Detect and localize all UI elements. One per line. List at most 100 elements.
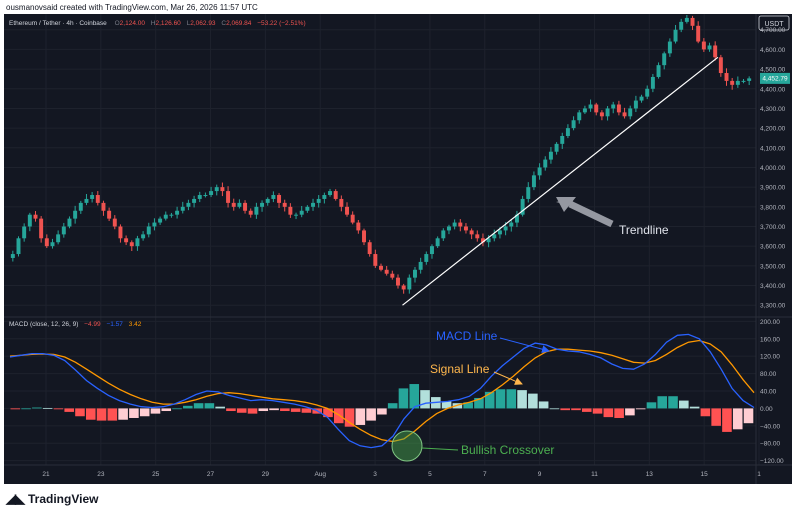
- candle-body: [112, 218, 117, 227]
- crossover-marker: [391, 430, 423, 462]
- candle-body: [254, 206, 259, 215]
- candle-body: [718, 57, 723, 74]
- candle-body: [548, 151, 553, 160]
- macd-histogram-bar: [484, 391, 495, 409]
- time-tick-label: 15: [701, 471, 709, 478]
- candle-body: [282, 202, 287, 207]
- macd-histogram-bar: [290, 408, 301, 412]
- price-tick-label: 4,500.00: [760, 67, 786, 74]
- macd-histogram-bar: [32, 407, 42, 409]
- candle-body: [237, 202, 242, 207]
- macd-histogram-bar: [344, 408, 355, 427]
- candle-body: [446, 226, 451, 231]
- time-tick-label: 13: [646, 471, 654, 478]
- candle-body: [701, 41, 706, 50]
- currency-button-box[interactable]: [758, 15, 790, 31]
- candle-body: [730, 80, 735, 85]
- macd-histogram-bar: [722, 408, 732, 432]
- macd-histogram-bar: [603, 408, 614, 418]
- candle-body: [679, 21, 684, 30]
- macd-axis[interactable]: 200.00 160.00 120.00 80.00 40.00 0.00 −40.00 −8…: [760, 319, 784, 465]
- chart-credit: ousmanovsaid created with TradingView.co…: [6, 3, 258, 12]
- candle-body: [390, 273, 395, 278]
- trendline[interactable]: [402, 56, 719, 306]
- macd-histogram-bar: [42, 407, 53, 409]
- candle-body: [101, 202, 106, 211]
- candle-body: [469, 230, 474, 235]
- macd-tick-label: 160.00: [760, 336, 780, 343]
- candle-body: [747, 78, 752, 81]
- ohlc-low: 2,062.93: [190, 20, 216, 27]
- macd-histogram-bar: [679, 400, 689, 409]
- price-tick-label: 4,200.00: [760, 126, 786, 133]
- candle-body: [565, 128, 570, 136]
- time-tick-label: Aug: [314, 471, 326, 478]
- macd-histogram-bar: [387, 403, 398, 409]
- price-tick-label: 3,800.00: [760, 204, 786, 211]
- chart-frame[interactable]: Trendline MACD Line Signal Line Bullish …: [4, 14, 792, 484]
- candle-body: [645, 88, 650, 97]
- candle-body: [44, 238, 49, 247]
- macd-histogram-bar: [560, 408, 570, 411]
- currency-button-label[interactable]: USDT: [764, 21, 784, 28]
- macd-histogram-bar: [85, 408, 96, 420]
- candle-body: [78, 202, 83, 211]
- candle-body: [707, 45, 712, 50]
- trendline-annotation: Trendline: [556, 197, 669, 237]
- macd-tick-label: 120.00: [760, 354, 780, 361]
- ohlc-close: 2,069.84: [226, 20, 252, 27]
- macd-indicator-title: MACD (close, 12, 26, 9): [9, 321, 78, 328]
- tradingview-logo[interactable]: ◢◣ TradingView: [6, 491, 98, 507]
- candle-body: [396, 277, 400, 286]
- macd-histogram-bar: [592, 408, 603, 414]
- macd-histogram-bar: [668, 396, 678, 409]
- price-axis[interactable]: 4,700.00 4,600.00 4,500.00 4,400.00 4,300.00…: [760, 27, 786, 309]
- candle-body: [418, 261, 423, 270]
- candle-body: [226, 191, 231, 203]
- candle-body: [384, 269, 389, 274]
- price-tick-label: 4,300.00: [760, 106, 786, 113]
- candle-body: [175, 210, 180, 215]
- candle-body: [124, 238, 129, 243]
- time-tick-label: 25: [152, 471, 160, 478]
- macd-histogram-bar: [247, 408, 258, 414]
- macd-histogram-bar: [75, 408, 85, 417]
- macd-histogram-bar: [517, 390, 527, 409]
- price-tick-label: 4,000.00: [760, 165, 786, 172]
- macd-histogram-bar: [635, 408, 646, 410]
- crossover-annotation: Bullish Crossover: [391, 430, 554, 462]
- tradingview-brand: TradingView: [28, 492, 99, 506]
- macd-histogram-bar: [657, 396, 668, 409]
- candle-body: [288, 206, 293, 215]
- chart-header: Ethereum / Tether · 4h · Coinbase O2,124…: [9, 20, 306, 27]
- trading-chart[interactable]: Trendline MACD Line Signal Line Bullish …: [4, 14, 792, 484]
- time-axis[interactable]: 21 23 25 27 29 Aug 3 5 7 9 11 13 15 1: [42, 471, 761, 478]
- currency-button[interactable]: USDT: [758, 15, 790, 31]
- candle-body: [673, 29, 678, 42]
- signal-value: 3.42: [129, 321, 142, 328]
- macd-histogram-bar: [463, 402, 473, 409]
- candle-body: [543, 159, 548, 168]
- candle-body: [458, 222, 463, 227]
- macd-histogram-bar: [215, 406, 225, 409]
- macd-histogram-bar: [646, 402, 657, 409]
- candle-body: [333, 191, 338, 199]
- candle-body: [67, 218, 72, 227]
- candle-body: [107, 210, 112, 219]
- time-tick-label: 21: [42, 471, 50, 478]
- macd-tick-label: 80.00: [760, 371, 777, 378]
- candle-body: [141, 234, 146, 239]
- macd-histogram-bar: [53, 408, 64, 410]
- macd-histogram-bar: [528, 393, 538, 409]
- signal-line-annotation: Signal Line: [430, 362, 523, 385]
- macd-histogram-bar: [280, 408, 290, 412]
- candle-body: [413, 269, 417, 278]
- candle-body: [667, 41, 672, 54]
- ohlc-high: 2,126.60: [156, 20, 182, 27]
- candle-body: [243, 202, 248, 211]
- macd-histogram-bar: [474, 397, 484, 409]
- candle-body: [480, 238, 485, 243]
- candle-body: [322, 195, 327, 199]
- price-tick-label: 3,300.00: [760, 303, 786, 310]
- signal-line-arrow: [493, 371, 523, 385]
